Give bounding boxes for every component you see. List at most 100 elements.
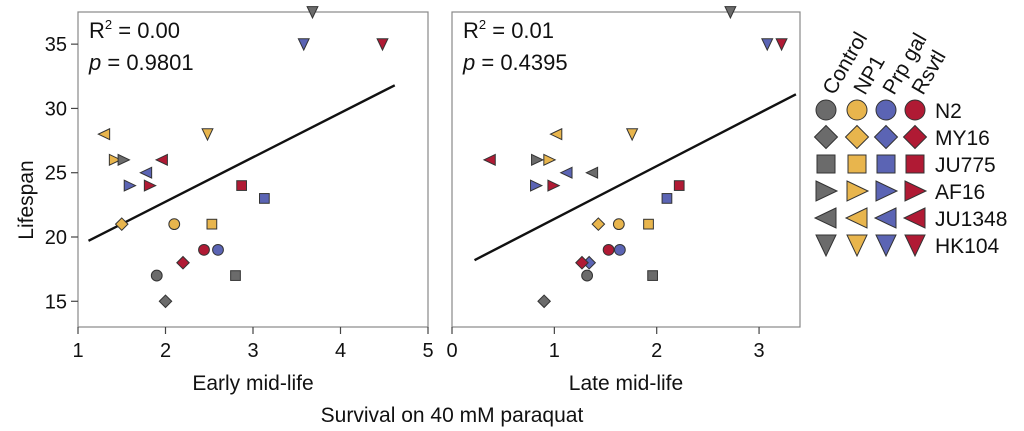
x-tick-label: 0	[446, 340, 457, 362]
regression-line	[87, 84, 396, 242]
legend-marker	[904, 234, 926, 258]
panel-early-mid-life: 1 2 3 4 5 15 20 25 30 35 Early mid-life R2 = 0.00 p …	[45, 6, 434, 395]
data-point	[673, 180, 685, 191]
data-point	[625, 128, 639, 142]
legend-strain-label: MY16	[935, 127, 990, 150]
y-tick-label: 35	[45, 34, 67, 56]
data-point	[613, 243, 626, 256]
x-tick-label: 5	[422, 340, 433, 362]
legend-marker	[846, 180, 870, 202]
p-value-label: p = 0.9801	[88, 50, 194, 75]
r-squared-label: R2 = 0.00	[89, 17, 180, 43]
data-point	[585, 166, 599, 179]
data-point	[114, 217, 129, 232]
data-point	[154, 153, 168, 167]
data-point	[201, 128, 214, 142]
x-tick-label: 3	[247, 340, 258, 362]
data-point	[591, 217, 606, 232]
data-point	[143, 179, 157, 192]
x-tick-label: 1	[549, 340, 560, 362]
x-axis-label: Early mid-life	[192, 372, 313, 395]
legend-marker	[844, 124, 870, 150]
data-point	[559, 166, 573, 179]
legend-marker	[875, 99, 897, 121]
y-tick-label: 30	[45, 98, 67, 120]
data-point	[97, 127, 111, 141]
legend-marker	[813, 207, 837, 229]
legend-marker	[904, 99, 926, 121]
data-point	[376, 38, 389, 52]
legend-marker	[813, 124, 839, 150]
data-point	[150, 269, 163, 282]
x-tick-label: 3	[753, 340, 764, 362]
data-point	[643, 218, 654, 230]
data-point	[168, 218, 181, 231]
data-point	[530, 179, 544, 192]
data-point	[259, 193, 270, 204]
data-point	[537, 294, 552, 309]
data-point	[549, 127, 563, 141]
x-tick-label: 2	[651, 340, 662, 362]
data-point	[761, 38, 774, 52]
legend-marker	[905, 154, 925, 174]
r-squared-label: R2 = 0.01	[463, 17, 554, 43]
legend-strain-label: JU775	[935, 154, 996, 177]
legend-marker	[904, 180, 928, 202]
legend-strain-label: AF16	[935, 181, 985, 204]
legend-marker	[844, 207, 868, 229]
regression-line	[473, 93, 797, 262]
data-point	[531, 153, 545, 167]
legend-marker	[902, 207, 926, 229]
legend-marker	[816, 154, 836, 174]
legend-strain-label: N2	[935, 100, 962, 123]
data-point	[306, 6, 319, 20]
p-value-label: p = 0.4395	[462, 50, 568, 75]
legend-strain-label: HK104	[935, 235, 1000, 258]
legend-marker	[815, 99, 837, 121]
y-tick-label: 15	[45, 291, 67, 313]
data-point	[158, 294, 173, 309]
x-axis-label: Late mid-life	[569, 372, 683, 395]
data-point	[117, 153, 131, 167]
shared-x-axis-label: Survival on 40 mM paraquat	[321, 404, 584, 427]
legend-marker	[873, 207, 897, 229]
y-tick-label: 20	[45, 227, 67, 249]
data-point	[123, 179, 137, 192]
y-axis-label: Lifespan	[15, 160, 38, 239]
data-point	[581, 269, 594, 282]
data-point	[230, 270, 241, 281]
legend-marker	[846, 234, 868, 258]
data-point	[176, 255, 190, 270]
panel-late-mid-life: 0 1 2 3 Late mid-life R2 = 0.01 p = 0.4395	[446, 6, 801, 395]
data-point	[297, 38, 310, 52]
legend-marker	[846, 99, 868, 121]
legend-marker	[847, 154, 867, 174]
x-tick-label: 1	[72, 340, 83, 362]
data-point	[547, 179, 561, 192]
legend-marker	[875, 180, 899, 202]
data-point	[212, 243, 224, 256]
data-point	[139, 166, 153, 179]
data-point	[482, 153, 496, 167]
legend-marker	[815, 180, 839, 202]
x-tick-label: 4	[335, 340, 346, 362]
legend-marker	[902, 124, 928, 150]
data-point	[602, 243, 615, 256]
data-point	[575, 255, 589, 270]
data-point	[108, 153, 122, 167]
data-point	[724, 6, 737, 20]
x-tick-label: 2	[160, 340, 171, 362]
legend-marker	[876, 154, 896, 174]
data-point	[206, 218, 218, 230]
legend-strain-label: JU1348	[935, 208, 1007, 231]
legend-marker	[815, 234, 837, 258]
y-tick-label: 25	[45, 163, 67, 185]
legend-marker	[875, 234, 897, 258]
data-point	[543, 153, 557, 167]
data-point	[612, 218, 625, 231]
data-point	[198, 243, 210, 256]
data-point	[775, 38, 788, 52]
plot-frame	[451, 11, 801, 328]
